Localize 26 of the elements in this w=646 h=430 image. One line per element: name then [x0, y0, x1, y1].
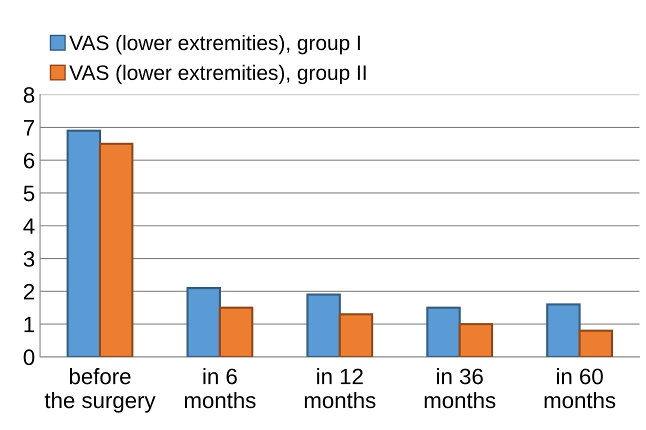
x-tick-label: in 36 months	[424, 368, 496, 408]
bar	[306, 294, 341, 357]
bar	[186, 287, 221, 357]
x-tick-label: in 12 months	[304, 368, 376, 408]
y-tick-label: 3	[24, 251, 34, 267]
y-tick-label: 7	[24, 120, 34, 136]
y-tick-label: 0	[24, 349, 34, 366]
bar	[426, 306, 461, 357]
bar	[66, 130, 102, 357]
legend-label: VAS (lower extremities), group I	[69, 34, 360, 54]
y-tick-label: 5	[24, 186, 34, 202]
x-tick-label: in 6 months	[184, 368, 256, 408]
bar	[458, 323, 494, 357]
legend-label: VAS (lower extremities), group II	[69, 64, 366, 84]
x-tick-label: before the surgery	[44, 368, 156, 413]
bar	[338, 313, 374, 357]
y-tick-label: 8	[24, 87, 34, 103]
bar	[578, 330, 614, 357]
y-tick-label: 2	[24, 284, 34, 300]
y-tick-label: 4	[23, 218, 35, 234]
y-tick-label: 6	[24, 152, 34, 168]
x-tick-label: in 60 months	[544, 368, 616, 408]
bar	[546, 303, 581, 357]
bar	[98, 142, 134, 357]
bar	[218, 306, 254, 357]
y-tick-label: 1	[24, 316, 34, 332]
